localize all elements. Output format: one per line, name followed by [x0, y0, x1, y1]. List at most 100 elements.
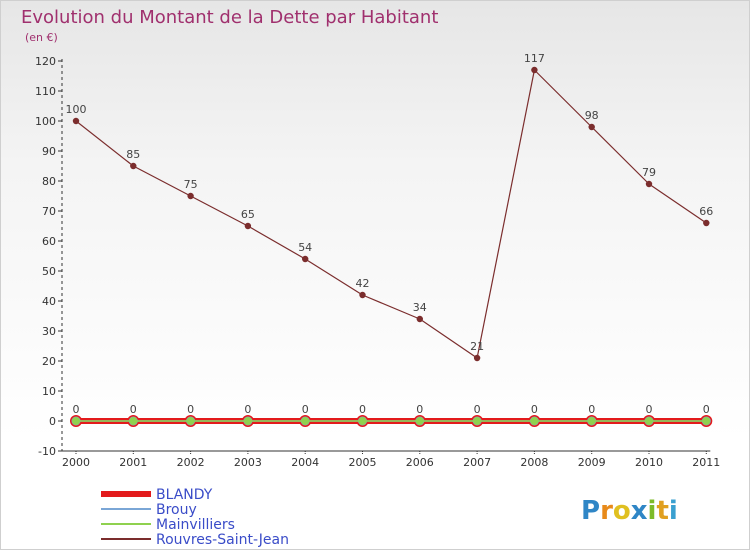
y-tick-label: 60 [42, 235, 56, 248]
brand-letter: i [648, 496, 657, 526]
data-point [587, 417, 596, 425]
chart-title: Evolution du Montant de la Dette par Hab… [21, 7, 438, 28]
data-label: 0 [531, 403, 538, 416]
data-label: 0 [302, 403, 309, 416]
data-label: 98 [585, 109, 599, 122]
legend-label: Mainvilliers [156, 517, 235, 533]
legend-item: BLANDY [101, 487, 213, 503]
data-point [416, 315, 423, 323]
legend-label: Rouvres-Saint-Jean [156, 532, 289, 548]
data-label: 0 [646, 403, 653, 416]
data-point [473, 417, 482, 425]
brand-name: Proxiti [581, 496, 678, 526]
data-point [72, 417, 80, 425]
data-label: 0 [73, 403, 80, 416]
x-tick-label: 2007 [463, 456, 491, 469]
y-tick-label: 0 [49, 415, 56, 428]
x-tick-label: 2000 [62, 456, 90, 469]
data-label: 79 [642, 166, 656, 179]
data-label: 85 [126, 148, 140, 161]
series-rouvres-saint-jean [72, 66, 710, 362]
data-label: 0 [130, 403, 137, 416]
data-label: 0 [359, 403, 366, 416]
series-line [75, 69, 707, 359]
series-mainvilliers [72, 417, 711, 425]
data-point [358, 417, 367, 425]
y-axis-unit: (en €) [25, 31, 58, 44]
data-point [301, 417, 310, 425]
data-point [186, 417, 195, 425]
data-label: 0 [703, 403, 710, 416]
legend-label: BLANDY [156, 487, 213, 503]
data-point [703, 219, 710, 227]
data-label: 54 [298, 241, 312, 254]
data-point [129, 417, 138, 425]
data-point [415, 417, 424, 425]
legend-label: Brouy [156, 502, 197, 518]
data-point [531, 66, 538, 74]
x-tick-label: 2010 [635, 456, 663, 469]
data-point [359, 291, 366, 299]
data-point [243, 417, 252, 425]
data-label: 21 [470, 340, 484, 353]
y-tick-label: 90 [42, 145, 56, 158]
y-tick-label: 30 [42, 325, 56, 338]
data-label: 0 [474, 403, 481, 416]
axes: -10 0 10 20 30 40 50 60 70 80 90 100 110 120 2000 2001 2… [35, 55, 720, 469]
data-point [702, 417, 711, 425]
y-tick-label: 20 [42, 355, 56, 368]
y-tick-label: 110 [35, 85, 56, 98]
data-point [645, 180, 653, 188]
data-labels: 100 85 75 65 54 42 34 21 117 98 79 66 0 0 0 0 0 0 0 0 0 0 0 0 [66, 52, 714, 416]
legend-item: Brouy [101, 502, 197, 518]
y-tick-label: 70 [42, 205, 56, 218]
y-tick-label: 10 [42, 385, 56, 398]
proxiti-logo: Proxiti [581, 496, 678, 526]
data-point [72, 117, 80, 125]
legend-item: Mainvilliers [101, 517, 235, 533]
brand-letter: P [581, 496, 600, 526]
data-label: 0 [588, 403, 595, 416]
data-point [130, 162, 137, 170]
y-tick-label: 80 [42, 175, 56, 188]
data-label: 75 [184, 178, 198, 191]
x-tick-label: 2001 [119, 456, 147, 469]
x-tick-label: 2009 [578, 456, 606, 469]
data-label: 0 [244, 403, 251, 416]
legend-item: Rouvres-Saint-Jean [101, 532, 289, 548]
data-label: 34 [413, 301, 427, 314]
data-point [530, 417, 539, 425]
data-label: 0 [416, 403, 423, 416]
x-tick-label: 2008 [520, 456, 548, 469]
x-tick-label: 2011 [692, 456, 720, 469]
y-tick-label: 100 [35, 115, 56, 128]
data-point [187, 192, 194, 200]
brand-letter: t [656, 496, 668, 526]
series-layer: 100 85 75 65 54 42 34 21 117 98 79 66 0 0 0 0 0 0 0 0 0 0 0 0 [66, 52, 714, 427]
brand-letter: o [613, 496, 631, 526]
brand-letter: i [669, 496, 678, 526]
x-tick-label: 2006 [406, 456, 434, 469]
data-label: 100 [66, 103, 87, 116]
y-tick-label: 50 [42, 265, 56, 278]
y-tick-label: 120 [35, 55, 56, 68]
data-point [645, 417, 653, 425]
x-tick-label: 2003 [234, 456, 262, 469]
brand-letter: r [600, 496, 613, 526]
data-label: 117 [524, 52, 545, 65]
data-point [244, 222, 252, 230]
data-label: 65 [241, 208, 255, 221]
x-tick-label: 2005 [349, 456, 377, 469]
data-label: 66 [699, 205, 713, 218]
data-label: 0 [187, 403, 194, 416]
legend: BLANDYBrouyMainvilliersRouvres-Saint-Jea… [101, 487, 289, 548]
x-tick-label: 2002 [177, 456, 205, 469]
x-tick-label: 2004 [291, 456, 319, 469]
y-tick-label: 40 [42, 295, 56, 308]
data-point [588, 123, 595, 131]
brand-letter: x [631, 496, 648, 526]
y-tick-label: -10 [38, 445, 56, 458]
data-label: 42 [356, 277, 370, 290]
